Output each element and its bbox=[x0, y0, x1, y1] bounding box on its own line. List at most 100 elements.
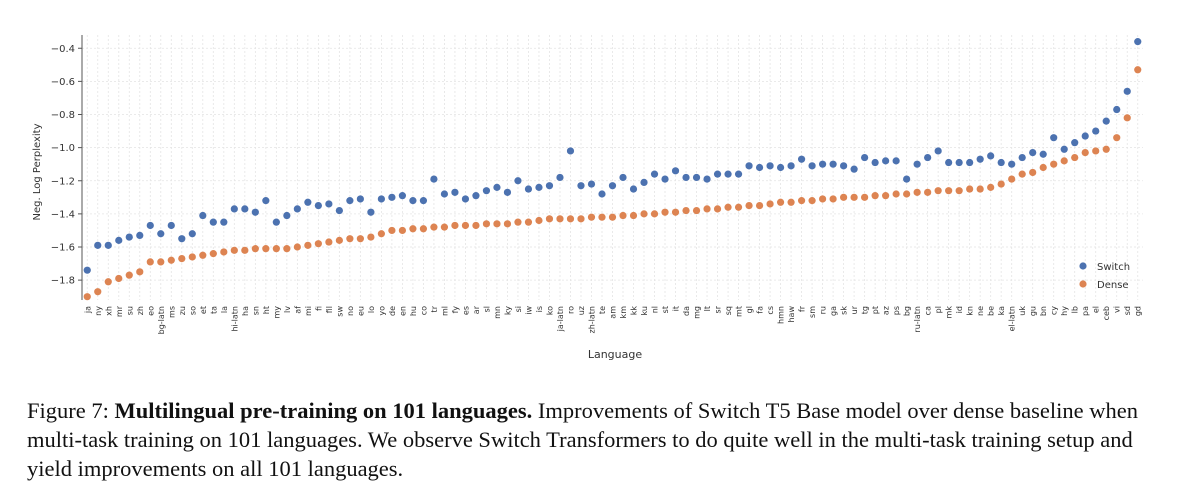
x-tick-label: my bbox=[272, 306, 281, 319]
point bbox=[1113, 134, 1121, 142]
point bbox=[913, 188, 921, 196]
x-tick-label: zh bbox=[136, 306, 145, 315]
point bbox=[913, 160, 921, 168]
point bbox=[304, 198, 312, 206]
x-tick-label: lb bbox=[1071, 306, 1080, 313]
point bbox=[1018, 170, 1026, 178]
point bbox=[955, 187, 963, 195]
point bbox=[283, 245, 291, 253]
point bbox=[104, 278, 112, 286]
x-tick-label: pt bbox=[871, 306, 880, 314]
x-tick-label: az bbox=[882, 306, 891, 315]
point bbox=[766, 162, 774, 170]
point bbox=[829, 160, 837, 168]
x-tick-label: uk bbox=[1018, 306, 1027, 316]
y-tick-label: −1.2 bbox=[51, 176, 75, 187]
point bbox=[640, 210, 648, 218]
x-tick-label: co bbox=[419, 306, 428, 315]
point bbox=[346, 197, 354, 205]
x-tick-label: st bbox=[661, 306, 670, 313]
legend-marker bbox=[1079, 280, 1087, 288]
point bbox=[829, 195, 837, 203]
point bbox=[409, 197, 417, 205]
point bbox=[566, 215, 575, 223]
x-tick-label: sd bbox=[1123, 306, 1132, 315]
x-tick-label: tr bbox=[430, 305, 439, 312]
legend-label: Dense bbox=[1097, 280, 1129, 291]
x-tick-label: pa bbox=[1081, 306, 1090, 316]
x-tick-label: cs bbox=[766, 306, 775, 315]
x-tick-label: ny bbox=[94, 306, 103, 316]
x-tick-label: be bbox=[987, 306, 996, 316]
point bbox=[608, 182, 617, 190]
x-tick-label: ms bbox=[167, 306, 176, 318]
x-tick-label: eo bbox=[146, 306, 155, 316]
point bbox=[220, 218, 228, 226]
x-tick-label: fil bbox=[325, 306, 334, 313]
point bbox=[840, 162, 848, 170]
point bbox=[493, 183, 501, 191]
x-tick-label: sn bbox=[251, 306, 260, 315]
x-tick-label: et bbox=[199, 306, 208, 314]
point bbox=[199, 251, 207, 259]
x-tick-label: ceb bbox=[1102, 306, 1111, 320]
x-axis-label: Language bbox=[588, 348, 643, 361]
point bbox=[188, 253, 196, 261]
point bbox=[861, 193, 869, 201]
point bbox=[157, 230, 165, 238]
point bbox=[272, 218, 280, 226]
point bbox=[493, 220, 501, 228]
point bbox=[882, 192, 890, 200]
point bbox=[472, 221, 480, 230]
point bbox=[556, 173, 564, 182]
x-tick-label: iw bbox=[524, 306, 533, 315]
x-tick-label: fa bbox=[756, 306, 765, 314]
point bbox=[808, 162, 816, 170]
x-tick-label: el bbox=[1092, 306, 1101, 313]
point bbox=[619, 211, 627, 220]
point bbox=[1081, 132, 1089, 140]
point bbox=[503, 220, 512, 228]
point bbox=[1050, 160, 1058, 168]
point bbox=[178, 254, 186, 263]
point bbox=[136, 268, 144, 276]
x-tick-label: ko bbox=[545, 306, 554, 315]
point bbox=[882, 157, 890, 165]
x-tick-label: yo bbox=[377, 306, 386, 316]
x-tick-label: cy bbox=[1050, 306, 1059, 315]
point bbox=[734, 203, 743, 211]
point bbox=[503, 188, 512, 196]
point bbox=[682, 206, 690, 215]
x-tick-label: si bbox=[514, 306, 523, 312]
x-tick-label: af bbox=[293, 306, 302, 314]
point bbox=[692, 173, 701, 182]
point bbox=[598, 213, 606, 221]
point bbox=[283, 211, 291, 220]
x-tick-label: ca bbox=[924, 306, 933, 315]
point bbox=[335, 206, 343, 215]
point bbox=[388, 226, 396, 235]
point bbox=[797, 155, 806, 163]
point bbox=[1050, 134, 1058, 142]
x-tick-label: gu bbox=[1029, 306, 1038, 316]
x-tick-label: ha bbox=[241, 306, 250, 316]
point bbox=[1039, 150, 1047, 158]
point bbox=[356, 235, 364, 243]
point bbox=[430, 175, 438, 183]
point bbox=[514, 218, 522, 226]
x-tick-label: mg bbox=[693, 306, 702, 319]
point bbox=[587, 213, 596, 221]
point bbox=[1092, 127, 1100, 135]
y-tick-label: −1.6 bbox=[51, 243, 75, 254]
x-tick-label: bg-latn bbox=[157, 306, 166, 334]
x-tick-label: ja-latn bbox=[556, 306, 565, 332]
caption-text: Improvements of Switch T5 Base model ove… bbox=[27, 398, 1138, 481]
point bbox=[577, 182, 585, 190]
point bbox=[1081, 148, 1089, 157]
x-tick-label: de bbox=[388, 306, 397, 316]
point bbox=[577, 215, 585, 223]
point bbox=[356, 195, 364, 203]
point bbox=[776, 198, 785, 206]
point bbox=[934, 187, 942, 195]
point bbox=[892, 157, 900, 165]
